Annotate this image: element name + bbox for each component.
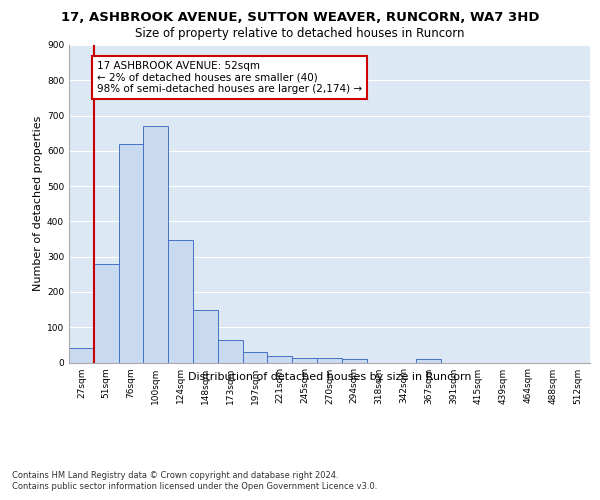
Bar (119, 144, 143, 362)
Bar (292, 358, 317, 362)
Text: 17 ASHBROOK AVENUE: 52sqm
← 2% of detached houses are smaller (40)
98% of semi-d: 17 ASHBROOK AVENUE: 52sqm ← 2% of detach… (97, 61, 362, 94)
Bar (242, 352, 268, 362)
Text: Size of property relative to detached houses in Runcorn: Size of property relative to detached ho… (135, 28, 465, 40)
Y-axis label: Number of detached properties: Number of detached properties (33, 116, 43, 292)
Text: 17, ASHBROOK AVENUE, SUTTON WEAVER, RUNCORN, WA7 3HD: 17, ASHBROOK AVENUE, SUTTON WEAVER, RUNC… (61, 11, 539, 24)
Bar (94, 264, 119, 362)
Bar (193, 310, 218, 362)
Bar (317, 358, 342, 362)
Bar (342, 359, 367, 362)
Bar (69, 348, 94, 362)
Text: Contains public sector information licensed under the Open Government Licence v3: Contains public sector information licen… (12, 482, 377, 491)
Bar (416, 359, 441, 362)
Bar (143, 126, 168, 362)
Text: Distribution of detached houses by size in Runcorn: Distribution of detached houses by size … (188, 372, 471, 382)
Text: Contains HM Land Registry data © Crown copyright and database right 2024.: Contains HM Land Registry data © Crown c… (12, 471, 338, 480)
Bar (218, 340, 242, 362)
Bar (268, 356, 292, 362)
Bar (168, 240, 193, 362)
